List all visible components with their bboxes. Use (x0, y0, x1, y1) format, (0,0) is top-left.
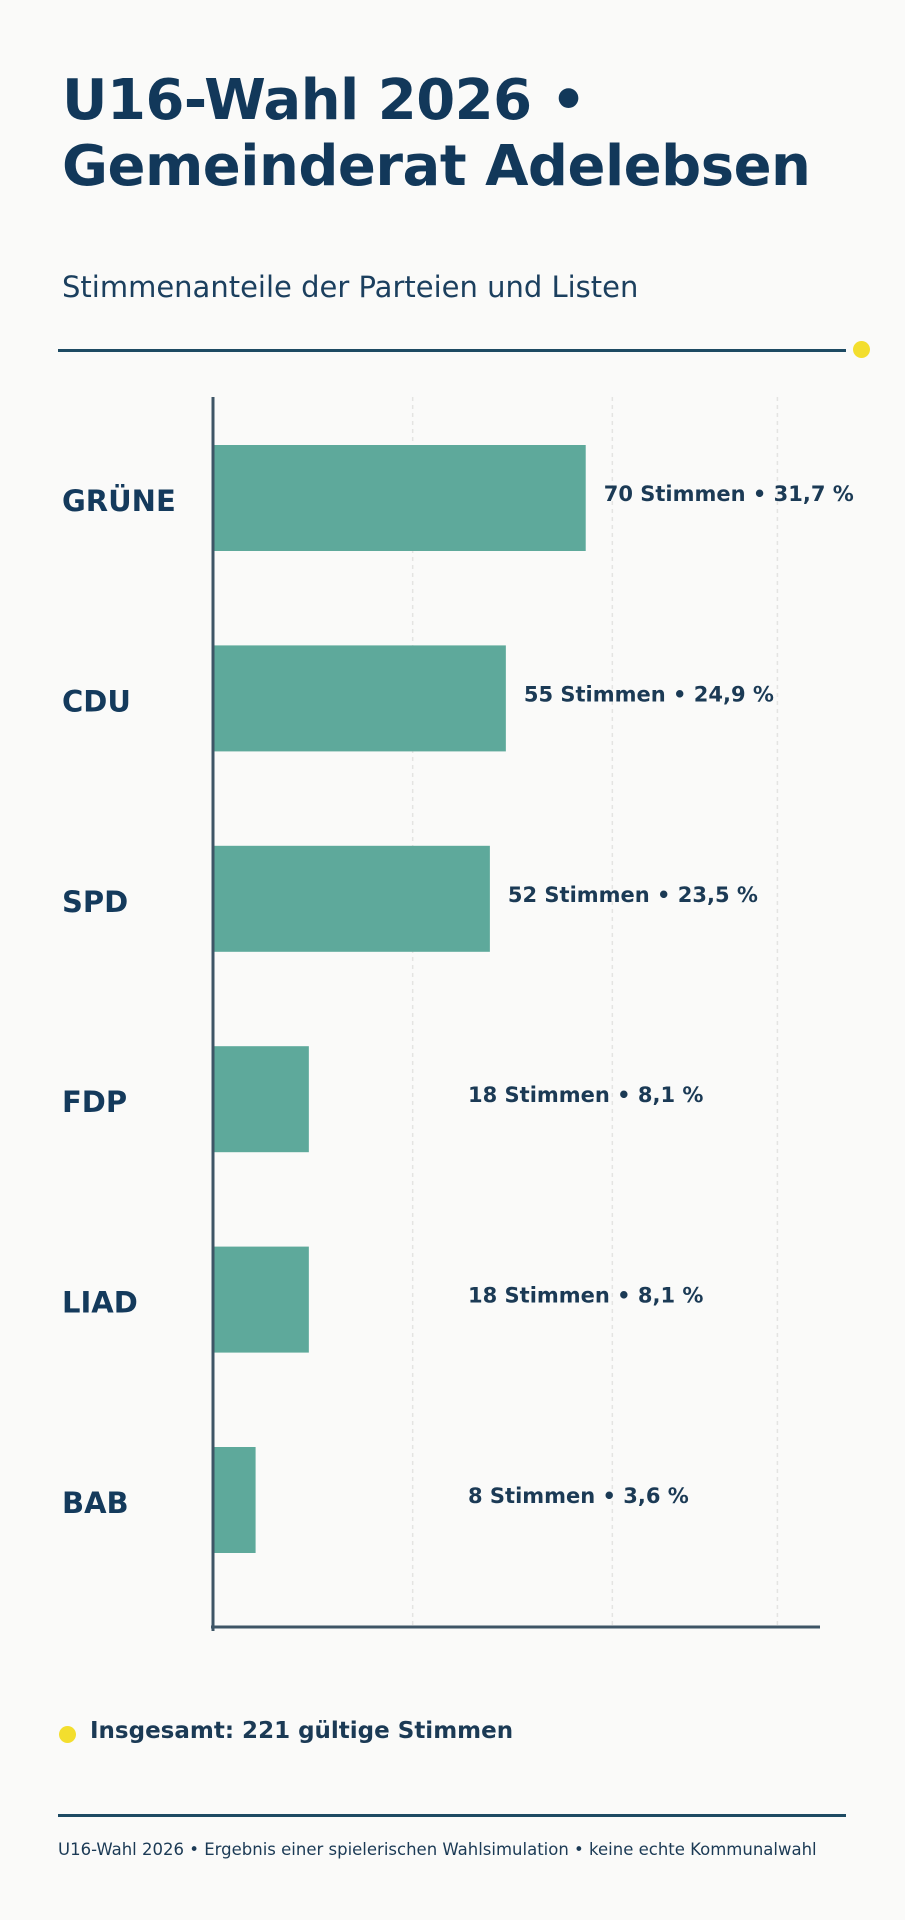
bar-spd (213, 845, 490, 952)
bar-grüne (213, 445, 586, 551)
value-label: 70 Stimmen • 31,7 % (604, 482, 854, 506)
value-label: 52 Stimmen • 23,5 % (508, 883, 758, 907)
value-label: 55 Stimmen • 24,9 % (524, 682, 774, 706)
bar-cdu (213, 645, 506, 752)
total-bullet-icon (59, 1726, 76, 1743)
bar-liad (213, 1246, 309, 1353)
chart-subtitle: Stimmenanteile der Parteien und Listen (62, 270, 639, 304)
value-label: 18 Stimmen • 8,1 % (468, 1284, 703, 1308)
bar-fdp (213, 1046, 309, 1153)
value-label: 8 Stimmen • 3,6 % (468, 1484, 689, 1508)
chart-title: U16-Wahl 2026 • Gemeinderat Adelebsen (62, 68, 811, 199)
bar-chart: GRÜNE 70 Stimmen • 31,7 % CDU 55 Stimmen • … (62, 397, 854, 1631)
category-label: CDU (62, 684, 131, 718)
top-divider (58, 349, 846, 352)
bottom-divider (58, 1814, 846, 1817)
category-label: SPD (62, 885, 128, 919)
category-label: FDP (62, 1085, 127, 1119)
accent-dot-icon (853, 341, 870, 358)
bar-bab (213, 1447, 256, 1553)
value-label: 18 Stimmen • 8,1 % (468, 1083, 703, 1107)
category-label: GRÜNE (62, 484, 176, 518)
category-label: BAB (62, 1486, 129, 1520)
total-votes: Insgesamt: 221 gültige Stimmen (90, 1718, 514, 1744)
category-label: LIAD (62, 1286, 138, 1320)
footer-note: U16-Wahl 2026 • Ergebnis einer spieleris… (58, 1840, 817, 1859)
